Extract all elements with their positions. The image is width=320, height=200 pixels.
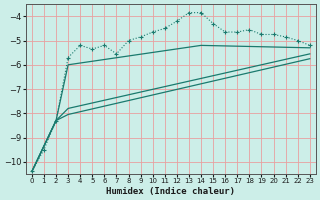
- X-axis label: Humidex (Indice chaleur): Humidex (Indice chaleur): [106, 187, 235, 196]
